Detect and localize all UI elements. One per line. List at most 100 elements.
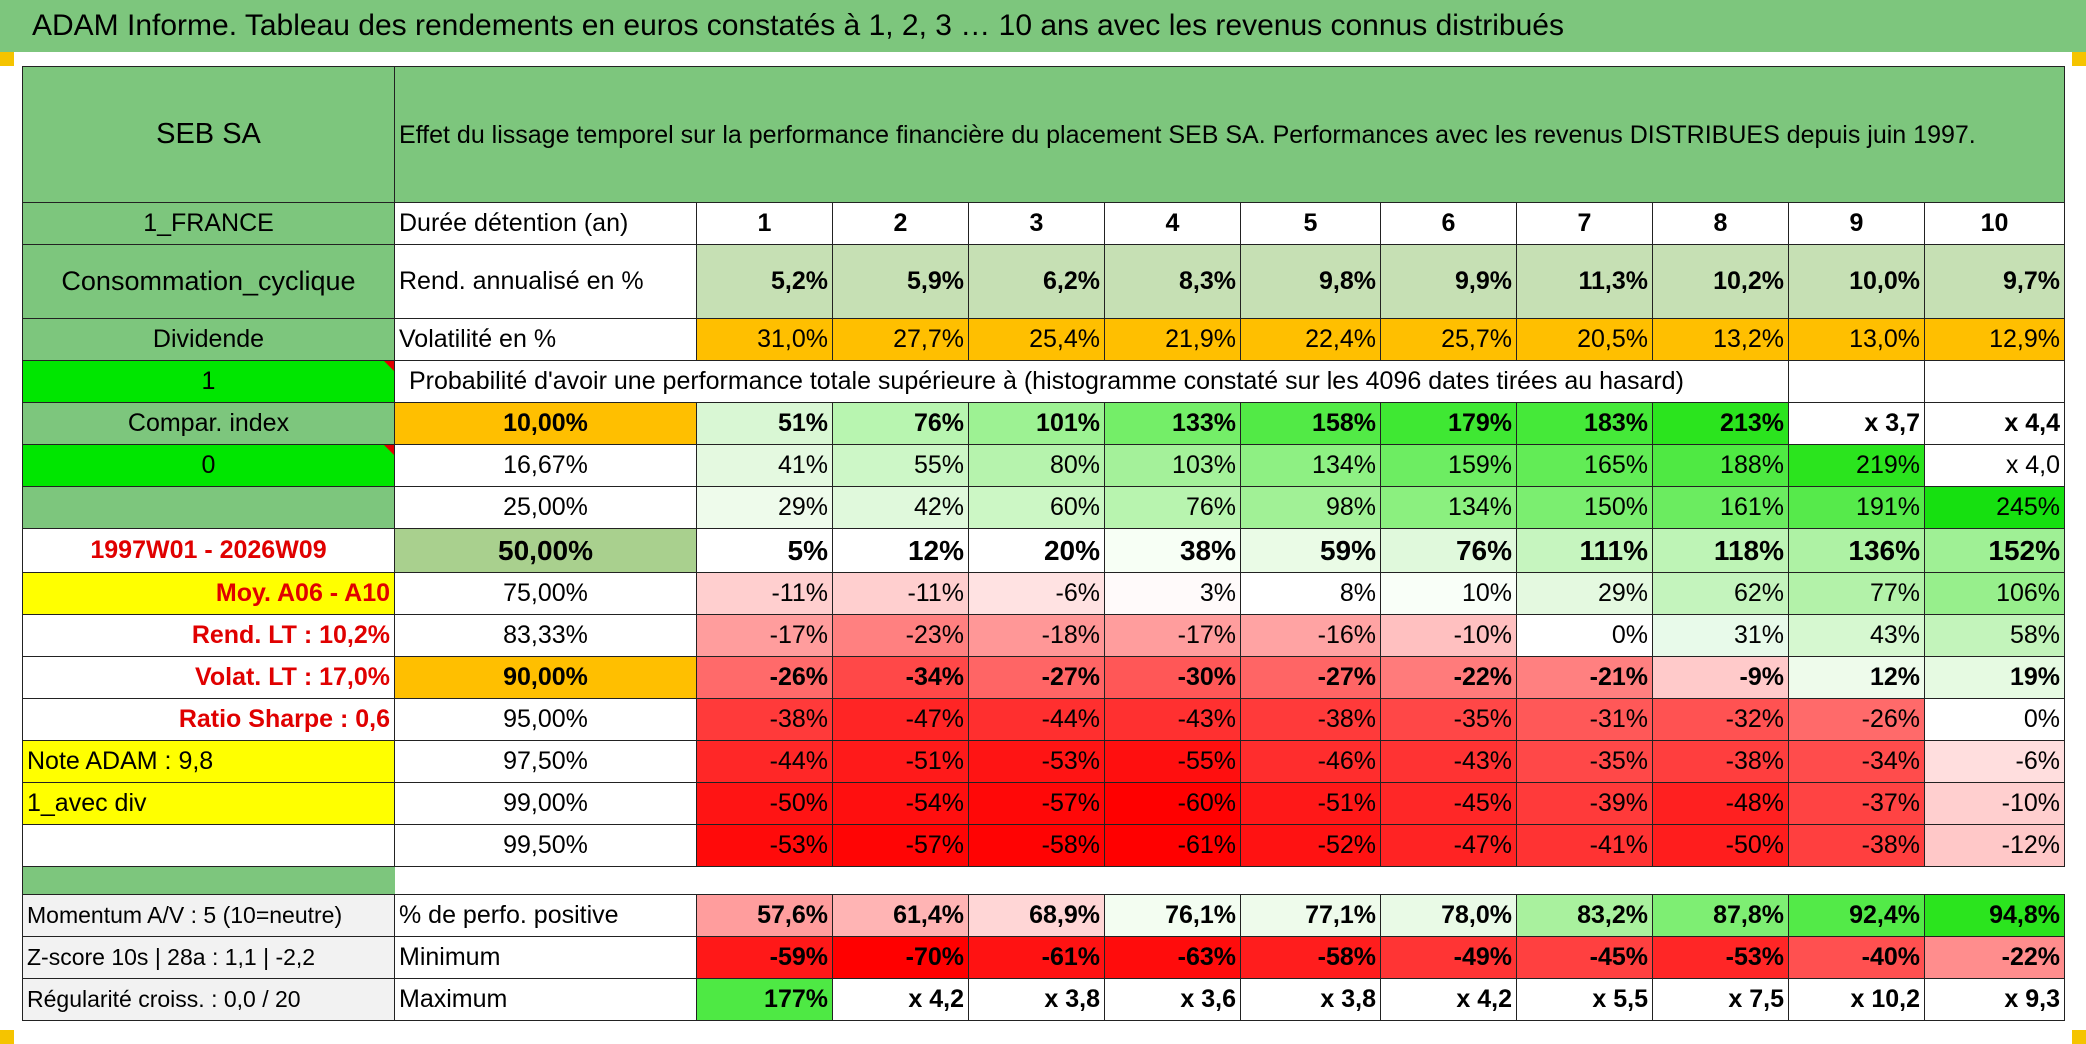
positive-perf-cell: 92,4%: [1788, 894, 1925, 937]
quantile-label: 10,00%: [394, 402, 697, 445]
annualized-return-cell: 6,2%: [968, 244, 1105, 319]
minimum-cell: -40%: [1788, 936, 1925, 979]
year-header: 9: [1788, 202, 1925, 245]
annualized-return-cell: 10,0%: [1788, 244, 1925, 319]
quantile-value-cell: 0%: [1516, 614, 1653, 657]
sector-label: Consommation_cyclique: [22, 244, 395, 319]
quantile-value-cell: 219%: [1788, 444, 1925, 487]
quantile-value-cell: -58%: [968, 824, 1105, 867]
quantile-value-cell: 133%: [1104, 402, 1241, 445]
quantile-label: 95,00%: [394, 698, 697, 741]
corner-marker: [2072, 1030, 2086, 1044]
company-name: SEB SA: [22, 66, 395, 203]
quantile-value-cell: 31%: [1652, 614, 1789, 657]
quantile-value-cell: -53%: [968, 740, 1105, 783]
left-info-cell: Compar. index: [22, 402, 395, 445]
volatility-cell: 25,7%: [1380, 318, 1517, 361]
quantile-value-cell: 55%: [832, 444, 969, 487]
quantile-value-cell: -44%: [968, 698, 1105, 741]
quantile-value-cell: 150%: [1516, 486, 1653, 529]
quantile-value-cell: 245%: [1923, 486, 2066, 529]
annualized-return-cell: 10,2%: [1652, 244, 1789, 319]
left-info-cell: 0: [22, 444, 395, 487]
quantile-value-cell: 188%: [1652, 444, 1789, 487]
quantile-value-cell: 213%: [1652, 402, 1789, 445]
quantile-value-cell: 76%: [1104, 486, 1241, 529]
quantile-value-cell: 165%: [1516, 444, 1653, 487]
quantile-value-cell: 12%: [832, 528, 969, 573]
left-info-cell: Volat. LT : 17,0%: [22, 656, 395, 699]
positive-perf-cell: 76,1%: [1104, 894, 1241, 937]
quantile-value-cell: 77%: [1788, 572, 1925, 615]
left-info-cell: Moy. A06 - A10: [22, 572, 395, 615]
year-header: 6: [1380, 202, 1517, 245]
volatility-cell: 25,4%: [968, 318, 1105, 361]
quantile-value-cell: 76%: [1380, 528, 1517, 573]
year-header: 8: [1652, 202, 1789, 245]
left-info-cell: Rend. LT : 10,2%: [22, 614, 395, 657]
minimum-cell: -59%: [696, 936, 833, 979]
quantile-value-cell: -23%: [832, 614, 969, 657]
quantile-value-cell: 98%: [1240, 486, 1381, 529]
quantile-label: 99,00%: [394, 782, 697, 825]
quantile-value-cell: -17%: [1104, 614, 1241, 657]
quantile-value-cell: 158%: [1240, 402, 1381, 445]
quantile-value-cell: x 3,7: [1788, 402, 1925, 445]
spacer-green: [22, 866, 395, 895]
quantile-value-cell: -41%: [1516, 824, 1653, 867]
annualized-return-cell: 9,8%: [1240, 244, 1381, 319]
minimum-cell: -63%: [1104, 936, 1241, 979]
volatility-cell: 12,9%: [1923, 318, 2066, 361]
quantile-value-cell: 118%: [1652, 528, 1789, 573]
quantile-value-cell: 159%: [1380, 444, 1517, 487]
quantile-value-cell: 58%: [1923, 614, 2066, 657]
quantile-value-cell: -38%: [1240, 698, 1381, 741]
quantile-value-cell: -30%: [1104, 656, 1241, 699]
quantile-value-cell: -47%: [1380, 824, 1517, 867]
quantile-value-cell: -6%: [968, 572, 1105, 615]
quantile-value-cell: 38%: [1104, 528, 1241, 573]
quantile-value-cell: 111%: [1516, 528, 1653, 573]
quantile-value-cell: -50%: [696, 782, 833, 825]
minimum-cell: -22%: [1923, 936, 2066, 979]
quantile-label: 90,00%: [394, 656, 697, 699]
quantile-value-cell: 76%: [832, 402, 969, 445]
quantile-value-cell: -34%: [1788, 740, 1925, 783]
maximum-cell: x 4,2: [1380, 978, 1517, 1021]
year-header: 3: [968, 202, 1105, 245]
quantile-value-cell: -32%: [1652, 698, 1789, 741]
left-info-cell: Ratio Sharpe : 0,6: [22, 698, 395, 741]
performance-table: SEB SA Effet du lissage temporel sur la …: [22, 66, 2066, 1021]
year-header: 1: [696, 202, 833, 245]
left-info-cell: 1997W01 - 2026W09: [22, 528, 395, 573]
year-header: 10: [1923, 202, 2066, 245]
corner-marker: [2072, 52, 2086, 66]
quantile-value-cell: 152%: [1923, 528, 2066, 573]
index-flag-one: 1: [22, 360, 395, 403]
quantile-value-cell: 103%: [1104, 444, 1241, 487]
quantile-value-cell: -54%: [832, 782, 969, 825]
quantile-value-cell: -50%: [1652, 824, 1789, 867]
quantile-value-cell: -10%: [1923, 782, 2066, 825]
quantile-value-cell: -47%: [832, 698, 969, 741]
quantile-value-cell: 59%: [1240, 528, 1381, 573]
positive-perf-cell: 57,6%: [696, 894, 833, 937]
quantile-value-cell: -9%: [1652, 656, 1789, 699]
quantile-value-cell: 80%: [968, 444, 1105, 487]
volatility-cell: 31,0%: [696, 318, 833, 361]
quantile-value-cell: 179%: [1380, 402, 1517, 445]
quantile-value-cell: -51%: [832, 740, 969, 783]
maximum-cell: x 3,6: [1104, 978, 1241, 1021]
quantile-value-cell: 5%: [696, 528, 833, 573]
maximum-label: Maximum: [394, 978, 697, 1021]
quantile-value-cell: -46%: [1240, 740, 1381, 783]
quantile-value-cell: 43%: [1788, 614, 1925, 657]
quantile-value-cell: 42%: [832, 486, 969, 529]
quantile-value-cell: -34%: [832, 656, 969, 699]
spacer: [394, 866, 2065, 895]
quantile-value-cell: 136%: [1788, 528, 1925, 573]
annualized-return-cell: 9,9%: [1380, 244, 1517, 319]
quantile-value-cell: -26%: [696, 656, 833, 699]
annualized-return-cell: 5,9%: [832, 244, 969, 319]
quantile-value-cell: -16%: [1240, 614, 1381, 657]
